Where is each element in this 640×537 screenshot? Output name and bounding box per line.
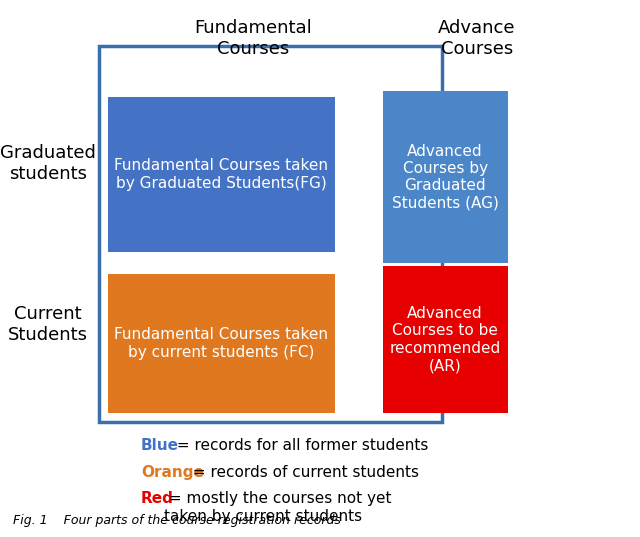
Text: Advanced
Courses by
Graduated
Students (AG): Advanced Courses by Graduated Students (… [392, 143, 499, 211]
Text: Fundamental Courses taken
by current students (FC): Fundamental Courses taken by current stu… [114, 328, 328, 360]
Bar [108, 97, 335, 252]
Bar [383, 91, 508, 263]
Text: Orange: Orange [141, 465, 204, 480]
Text: Fundamental
Courses: Fundamental Courses [194, 19, 312, 57]
Text: Current
Students: Current Students [8, 306, 88, 344]
Text: Fig. 1    Four parts of the course registration records: Fig. 1 Four parts of the course registra… [13, 514, 340, 527]
Text: Graduated
students: Graduated students [0, 144, 96, 183]
Text: = records of current students: = records of current students [188, 465, 419, 480]
Bar [383, 266, 508, 413]
Text: Blue: Blue [141, 438, 179, 453]
Bar [99, 46, 442, 422]
Text: Fundamental Courses taken
by Graduated Students(FG): Fundamental Courses taken by Graduated S… [114, 158, 328, 191]
Text: Red: Red [141, 491, 173, 506]
Bar [108, 274, 335, 413]
Text: = records for all former students: = records for all former students [172, 438, 428, 453]
Text: Advance
Courses: Advance Courses [438, 19, 516, 57]
Text: Advanced
Courses to be
recommended
(AR): Advanced Courses to be recommended (AR) [390, 306, 500, 373]
Text: = mostly the courses not yet
taken by current students: = mostly the courses not yet taken by cu… [164, 491, 391, 524]
